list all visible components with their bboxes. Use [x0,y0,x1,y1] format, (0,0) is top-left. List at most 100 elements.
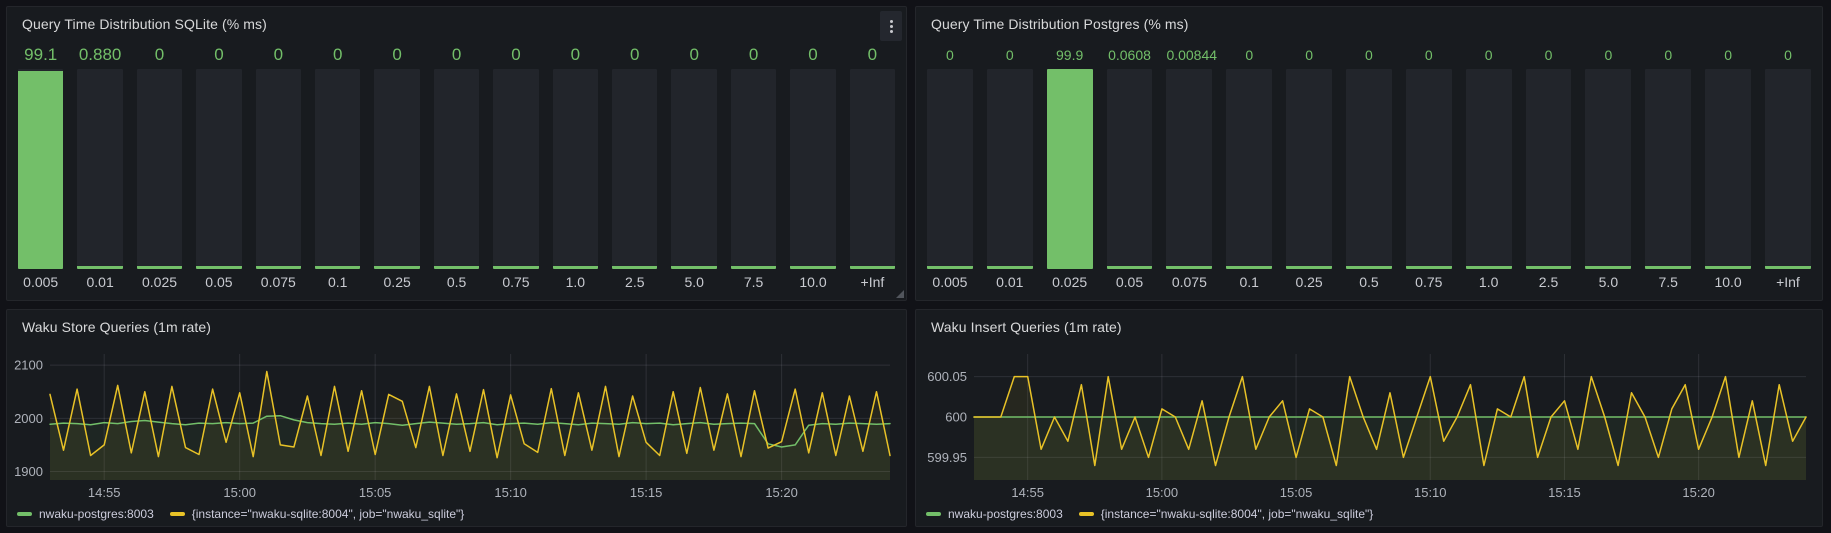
bucket-label: 0.01 [996,274,1024,290]
bar [433,69,480,269]
bar-column: 0 1.0 [1465,43,1512,294]
x-axis-tick-label: 15:05 [359,485,392,500]
x-axis-tick-label: 15:15 [630,485,663,500]
bar-value-label: 99.9 [1056,47,1084,63]
legend-swatch-icon [17,512,32,516]
bucket-label: 10.0 [799,274,827,290]
bar-fill [1286,266,1333,269]
panel-title-insert[interactable]: Waku Insert Queries (1m rate) [931,319,1122,335]
bar [730,69,777,269]
x-axis-tick-label: 15:20 [1682,485,1715,500]
panel-title-sqlite[interactable]: Query Time Distribution SQLite (% ms) [22,16,267,32]
x-axis-tick-label: 14:55 [1011,485,1044,500]
bucket-label: 0.1 [1239,274,1259,290]
panel-title-store[interactable]: Waku Store Queries (1m rate) [22,319,212,335]
panel-header: Waku Insert Queries (1m rate) [916,310,1822,342]
bar-column: 0 0.5 [1346,43,1392,294]
bar-fill [77,266,123,269]
bar-fill [671,266,717,269]
bar-value-label: 0 [273,45,284,64]
bucket-label: 10.0 [1714,274,1742,290]
bar-fill [255,266,302,269]
resize-corner-icon[interactable] [896,290,904,298]
bar-fill [1645,266,1692,269]
x-axis-tick-label: 15:20 [765,485,798,500]
bar-value-label: 0 [1424,47,1433,63]
bar [927,69,973,269]
bucket-label: +Inf [1776,274,1800,290]
bar-column: 99.1 0.005 [18,43,64,294]
bucket-label: 1.0 [1478,274,1499,290]
bucket-label: 1.0 [565,274,586,290]
bar-column: 0 7.5 [730,43,777,294]
bucket-label: 0.025 [141,274,178,290]
panel-waku-store-queries: Waku Store Queries (1m rate) 1900 2000 210… [6,309,907,527]
bucket-label: 0.025 [1052,274,1088,290]
bar-fill [1525,266,1572,269]
bar [1226,69,1273,269]
bucket-label: 0.01 [86,274,114,290]
bucket-label: 0.075 [1171,274,1207,290]
bar [552,69,599,269]
bar-column: 0 0.075 [255,43,302,294]
bar-fill [849,266,896,269]
bucket-label: 0.5 [446,274,467,290]
bar-value-label: 0 [946,47,954,63]
bar-fill [790,266,836,269]
bar-value-label: 0.880 [78,45,122,64]
panel-header: Query Time Distribution SQLite (% ms) [7,7,906,41]
panel-waku-insert-queries: Waku Insert Queries (1m rate) 599.95 600 6… [915,309,1823,527]
bucket-label: 0.5 [1359,274,1379,290]
bar [136,69,183,269]
bar-column: 0 0.75 [1405,43,1452,294]
legend-item[interactable]: nwaku-postgres:8003 [17,507,154,521]
store-queries-chart[interactable]: 1900 2000 2100 14:55 15:00 15:05 15:10 15:15 15:… [8,340,900,510]
legend-item[interactable]: {instance="nwaku-sqlite:8004", job="nwak… [1078,507,1373,521]
bar-fill [18,70,64,269]
insert-queries-chart[interactable]: 599.95 600 600.05 14:55 15:00 15:05 15:10 15:15… [917,340,1816,510]
bar-column: 0 0.05 [196,43,242,294]
bucket-label: 0.25 [1295,274,1323,290]
bar-fill [1226,266,1273,269]
bar-fill [1346,266,1392,269]
bar-value-label: 0 [154,45,165,64]
bar-value-label: 0 [1784,47,1792,63]
bar-fill [1765,266,1811,269]
bar-value-label: 0 [1724,47,1732,63]
y-axis-tick-label: 599.95 [927,450,967,465]
kebab-menu-icon[interactable] [880,11,902,41]
bar-column: 0 10.0 [1705,43,1752,294]
y-axis-tick-label: 600.05 [927,369,967,384]
bar-value-label: 0 [1305,47,1313,63]
panel-query-time-sqlite: Query Time Distribution SQLite (% ms) 99… [6,6,907,301]
bar-value-label: 0 [1005,47,1014,63]
bar-column: 0 5.0 [1585,43,1632,294]
panel-title-postgres[interactable]: Query Time Distribution Postgres (% ms) [931,16,1189,32]
bar-fill [1405,266,1452,269]
x-axis-tick-label: 14:55 [88,485,121,500]
x-axis-tick-label: 15:00 [223,485,256,500]
bar [671,69,717,269]
bucket-label: 0.1 [328,274,348,290]
bar-value-label: 0 [1664,47,1673,63]
bar-column: 0 0.25 [374,43,420,294]
bar-value-label: 0 [748,45,759,64]
legend-item[interactable]: {instance="nwaku-sqlite:8004", job="nwak… [169,507,464,521]
legend-label: nwaku-postgres:8003 [39,507,154,521]
bar [790,69,836,269]
bar [1106,69,1153,269]
bar [1765,69,1811,269]
bar-fill [136,266,183,269]
bar-column: 0 0.01 [986,43,1033,294]
bar-fill [374,266,420,269]
x-axis-tick-label: 15:10 [1414,485,1447,500]
legend-swatch-icon [1078,512,1094,516]
bar [315,69,361,269]
bar [1465,69,1512,269]
legend-item[interactable]: nwaku-postgres:8003 [926,507,1063,521]
bar-column: 0.0608 0.05 [1106,43,1153,294]
bar [1046,69,1093,269]
series-line-yellow [49,370,891,459]
bar-value-label: 99.1 [24,45,58,64]
bar-fill [1465,266,1512,269]
